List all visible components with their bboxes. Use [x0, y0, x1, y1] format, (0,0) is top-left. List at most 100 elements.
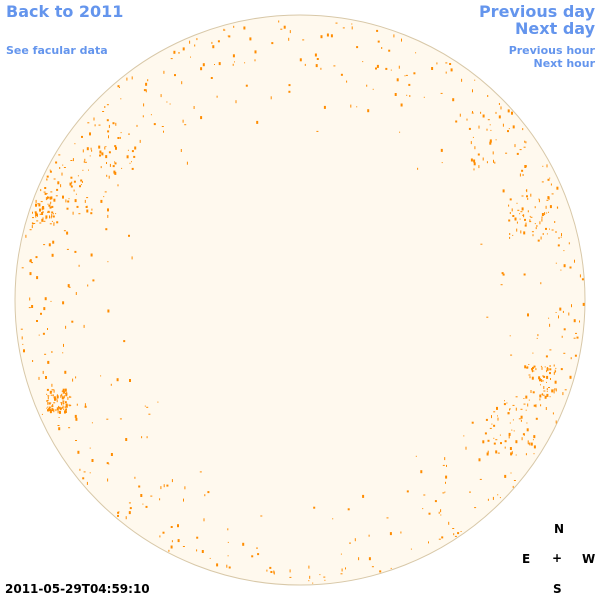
back-to-year-link[interactable]: Back to 2011: [6, 2, 124, 21]
plage-speck: [119, 87, 120, 88]
plage-speck: [212, 45, 215, 49]
plage-speck: [216, 95, 218, 98]
previous-day-link[interactable]: Previous day: [478, 2, 595, 21]
plage-speck: [347, 508, 350, 511]
plage-speck: [41, 413, 43, 415]
plage-speck: [106, 104, 109, 106]
plage-speck: [524, 365, 527, 369]
plage-speck: [107, 309, 110, 313]
plage-speck: [55, 213, 57, 215]
plage-speck: [72, 158, 74, 162]
plage-speck: [51, 383, 53, 387]
plage-speck: [217, 40, 220, 43]
plage-speck: [51, 211, 54, 214]
plage-speck: [510, 354, 513, 356]
plage-speck: [399, 131, 401, 133]
plage-speck: [542, 233, 544, 235]
plage-speck: [59, 167, 61, 169]
plage-speck: [78, 213, 81, 215]
next-day-link[interactable]: Next day: [515, 19, 595, 38]
plage-speck: [472, 89, 473, 93]
plage-speck: [501, 272, 504, 275]
plage-speck: [64, 408, 66, 410]
plage-speck: [532, 366, 534, 369]
plage-speck: [31, 262, 33, 264]
plage-speck: [474, 507, 477, 509]
plage-speck: [86, 147, 89, 151]
plage-speck: [82, 169, 84, 171]
plage-speck: [546, 199, 549, 201]
see-facular-data-link[interactable]: See facular data: [6, 44, 108, 57]
plage-speck: [527, 313, 529, 317]
plage-speck: [527, 210, 529, 213]
plage-speck: [49, 170, 52, 173]
plage-speck: [112, 165, 115, 168]
plage-speck: [200, 67, 203, 71]
plage-speck: [541, 213, 544, 216]
plage-speck: [128, 511, 131, 515]
plage-speck: [368, 557, 371, 561]
plage-speck: [182, 546, 185, 547]
plage-speck: [492, 151, 494, 155]
plage-speck: [59, 410, 61, 414]
plage-speck: [118, 511, 120, 513]
plage-speck: [61, 172, 63, 176]
plage-speck: [340, 73, 343, 76]
plage-speck: [104, 191, 107, 193]
plage-speck: [77, 175, 79, 177]
plage-speck: [46, 400, 48, 402]
plage-speck: [582, 302, 585, 306]
plage-speck: [529, 221, 532, 223]
plage-speck: [80, 184, 82, 186]
plage-speck: [223, 28, 225, 31]
plage-speck: [101, 152, 104, 156]
plage-speck: [508, 432, 511, 436]
plage-speck: [563, 352, 566, 354]
plage-speck: [100, 375, 102, 377]
plage-speck: [320, 67, 322, 70]
plage-speck: [440, 148, 443, 152]
plage-speck: [112, 122, 115, 125]
plage-speck: [82, 149, 84, 153]
plage-speck: [441, 162, 443, 164]
plage-speck: [563, 250, 565, 252]
next-hour-link[interactable]: Next hour: [533, 57, 596, 70]
plage-speck: [47, 212, 49, 213]
plage-speck: [69, 182, 72, 186]
plage-speck: [131, 150, 134, 153]
plage-speck: [125, 438, 128, 441]
observation-timestamp: 2011-05-29T04:59:10: [5, 582, 150, 596]
plage-speck: [509, 233, 511, 235]
plage-speck: [535, 404, 537, 408]
plage-speck: [537, 239, 540, 242]
plage-speck: [562, 310, 564, 313]
plage-speck: [63, 230, 66, 232]
plage-speck: [538, 376, 541, 380]
plage-speck: [477, 153, 480, 156]
previous-hour-link[interactable]: Previous hour: [508, 44, 595, 57]
plage-speck: [440, 92, 443, 94]
plage-speck: [428, 541, 429, 544]
plage-speck: [551, 229, 554, 231]
plage-speck: [254, 50, 257, 54]
plage-speck: [406, 490, 409, 493]
plage-speck: [514, 144, 516, 148]
plage-speck: [362, 494, 365, 498]
plage-speck: [29, 259, 32, 263]
plage-speck: [47, 196, 48, 200]
plage-speck: [377, 40, 380, 43]
plage-speck: [84, 158, 86, 161]
plage-speck: [408, 83, 411, 86]
plage-speck: [84, 199, 86, 203]
plage-speck: [346, 80, 348, 83]
plage-speck: [47, 360, 50, 364]
plage-speck: [257, 553, 260, 556]
plage-speck: [64, 406, 66, 409]
plage-speck: [138, 485, 141, 488]
plage-speck: [550, 378, 551, 380]
plage-speck: [540, 236, 542, 240]
plage-speck: [495, 111, 497, 114]
plage-speck: [489, 124, 491, 126]
plage-speck: [106, 462, 109, 465]
plage-speck: [145, 505, 148, 508]
